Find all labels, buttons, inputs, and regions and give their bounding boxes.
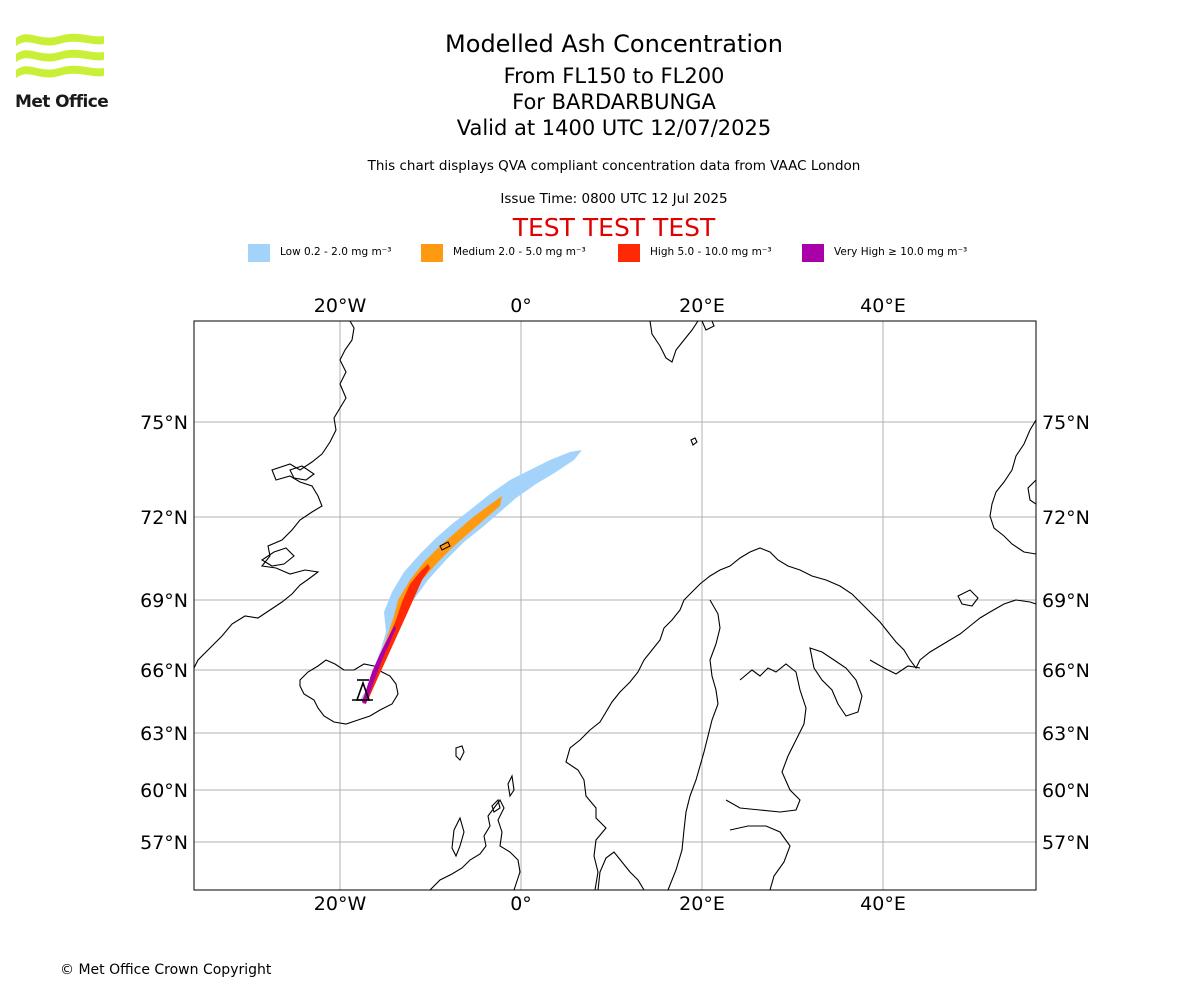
flight-levels: From FL150 to FL200 xyxy=(503,64,725,88)
lat-label-right: 63°N xyxy=(1042,723,1090,745)
lon-label-top: 20°E xyxy=(679,295,725,317)
lon-label-top: 40°E xyxy=(860,295,906,317)
volcano-name: For BARDARBUNGA xyxy=(512,90,716,114)
svalbard-coast xyxy=(649,321,699,363)
ash-plume xyxy=(360,450,582,704)
legend-label-very-high: Very High ≥ 10.0 mg m⁻³ xyxy=(834,246,968,258)
baltic-states xyxy=(729,825,791,890)
legend-swatch-medium xyxy=(421,244,443,262)
lat-label-left: 57°N xyxy=(140,832,188,854)
lat-label-left: 60°N xyxy=(140,780,188,802)
white-sea xyxy=(869,659,921,675)
legend-label-medium: Medium 2.0 - 5.0 mg m⁻³ xyxy=(453,246,586,258)
copyright-notice: © Met Office Crown Copyright xyxy=(60,962,272,978)
lat-label-right: 72°N xyxy=(1042,507,1090,529)
greenland-coast xyxy=(194,321,355,669)
graticule xyxy=(194,321,1036,890)
legend-swatch-very-high xyxy=(802,244,824,262)
legend-swatch-low xyxy=(248,244,270,262)
faroe-islands xyxy=(455,745,465,761)
compliance-note: This chart displays QVA compliant concen… xyxy=(367,158,861,174)
coastlines xyxy=(194,321,1036,890)
lon-label-top: 20°W xyxy=(314,295,367,317)
lat-label-left: 69°N xyxy=(140,590,188,612)
scandinavia-coast xyxy=(565,547,1036,890)
ash-very-high xyxy=(362,626,396,704)
lat-label-right: 60°N xyxy=(1042,780,1090,802)
novaya-zemlya xyxy=(989,419,1036,555)
map-body xyxy=(194,321,1036,890)
valid-time: Valid at 1400 UTC 12/07/2025 xyxy=(456,116,772,140)
met-office-logo xyxy=(14,30,106,112)
legend-label-high: High 5.0 - 10.0 mg m⁻³ xyxy=(650,246,772,258)
kanin xyxy=(957,589,979,607)
volcano-marker xyxy=(352,679,373,701)
shetland xyxy=(507,774,515,798)
chart-title: Modelled Ash Concentration xyxy=(445,30,783,58)
hebrides xyxy=(451,816,465,858)
greenland-inlet-1 xyxy=(260,547,295,567)
lat-label-right: 66°N xyxy=(1042,660,1090,682)
lat-label-left: 66°N xyxy=(140,660,188,682)
lat-label-left: 72°N xyxy=(140,507,188,529)
orkney xyxy=(491,798,501,813)
kola-coast xyxy=(809,647,863,717)
ash-low xyxy=(360,450,582,702)
logo-text: Met Office xyxy=(15,92,109,112)
bothnia-coast xyxy=(667,599,721,890)
lat-label-right: 75°N xyxy=(1042,412,1090,434)
axis-labels: 20°W 0° 20°E 40°E 20°W 0° 20°E 40°E 75°N… xyxy=(140,295,1090,915)
lon-label-bottom: 40°E xyxy=(860,893,906,915)
svalbard-east xyxy=(701,321,715,331)
lat-label-right: 57°N xyxy=(1042,832,1090,854)
vaygach xyxy=(1027,479,1036,505)
bear-island xyxy=(690,437,698,446)
legend-swatch-high xyxy=(618,244,640,262)
finland-coast xyxy=(725,663,807,813)
map-frame xyxy=(193,320,1037,891)
denmark-coast xyxy=(597,851,645,890)
lat-label-left: 75°N xyxy=(140,412,188,434)
lon-label-bottom: 0° xyxy=(510,893,532,915)
lon-label-bottom: 20°E xyxy=(679,893,725,915)
lon-label-top: 0° xyxy=(510,295,532,317)
iceland-coast xyxy=(299,659,399,725)
lat-label-right: 69°N xyxy=(1042,590,1090,612)
test-banner: TEST TEST TEST xyxy=(512,213,716,242)
ash-high xyxy=(362,564,430,704)
lat-label-left: 63°N xyxy=(140,723,188,745)
issue-time: Issue Time: 0800 UTC 12 Jul 2025 xyxy=(500,191,728,207)
scotland-coast xyxy=(429,798,521,890)
legend-label-low: Low 0.2 - 2.0 mg m⁻³ xyxy=(280,246,392,258)
greenland-inlet-2 xyxy=(289,465,315,481)
ash-contour-islet xyxy=(439,541,451,551)
lon-label-bottom: 20°W xyxy=(314,893,367,915)
